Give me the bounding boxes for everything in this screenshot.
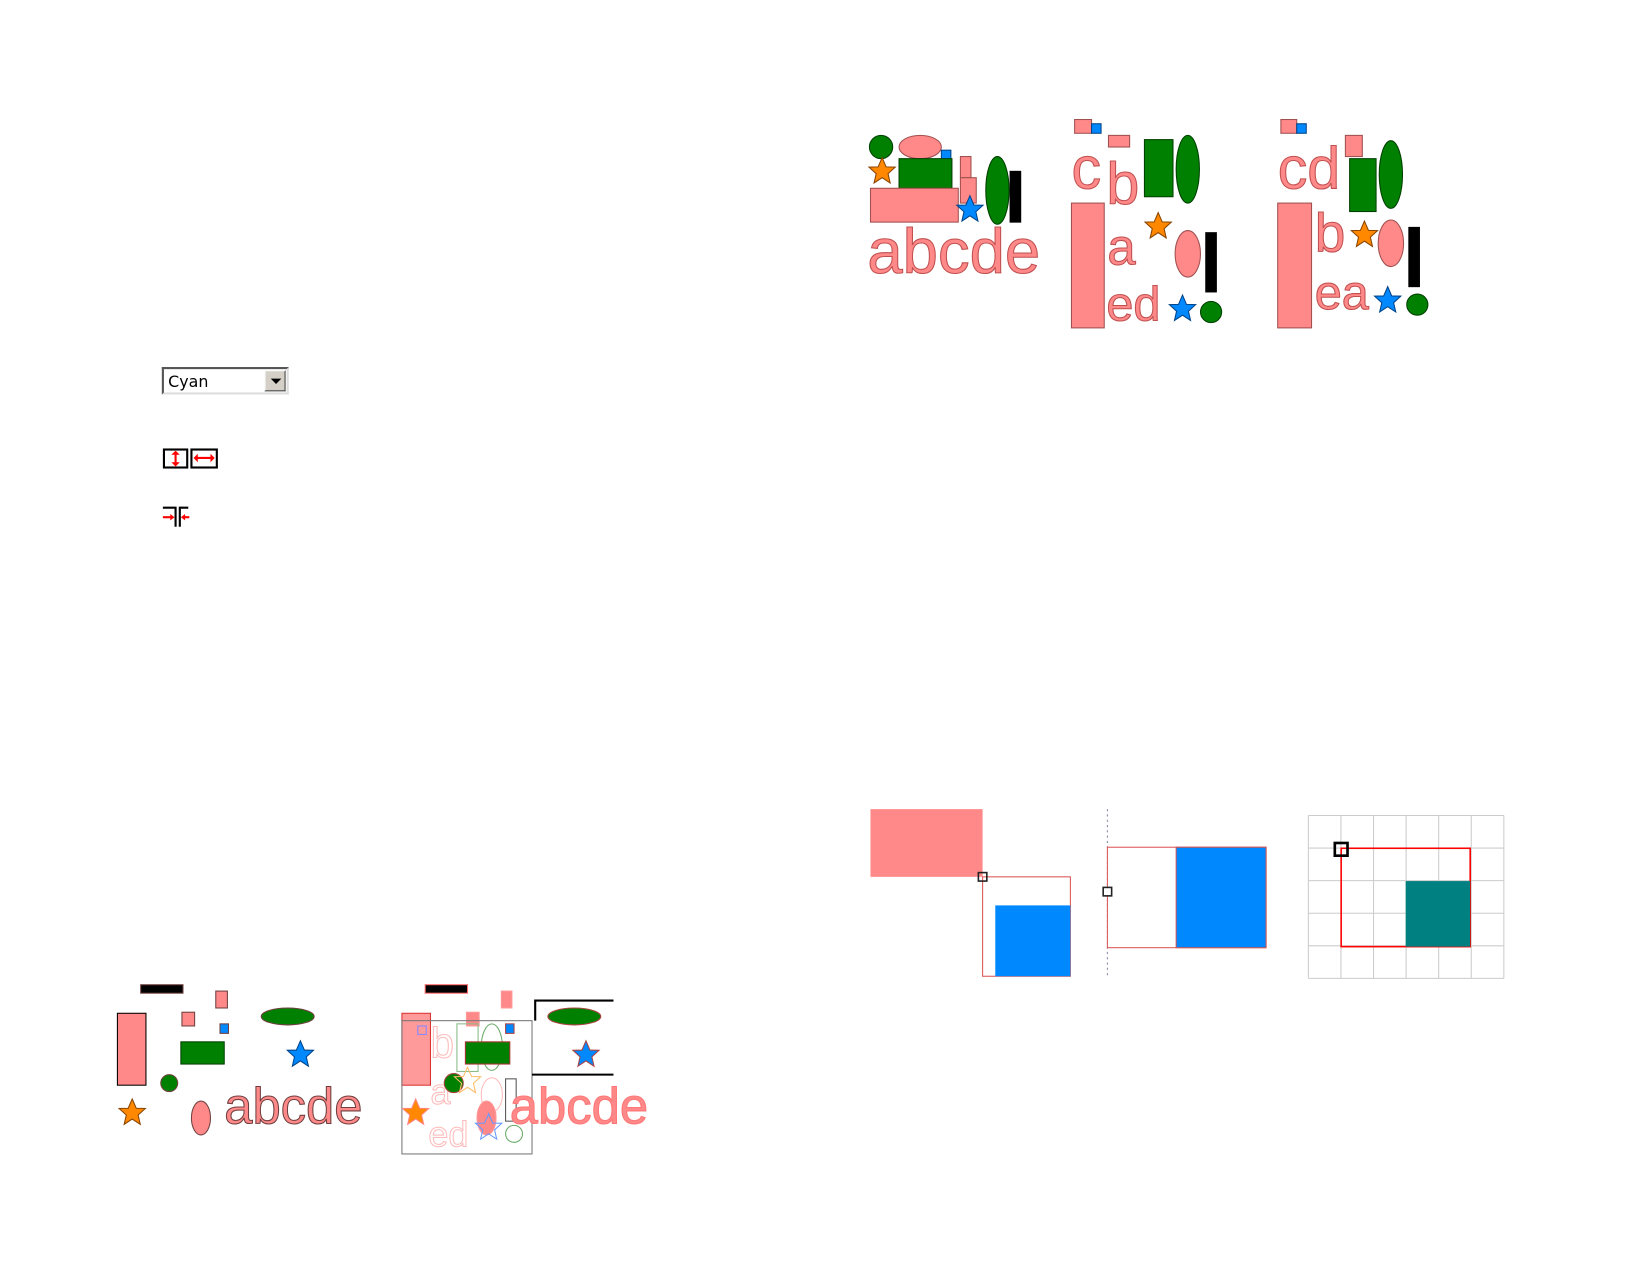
letters-abcde: abcde	[867, 217, 1040, 287]
color-select[interactable]: Cyan	[161, 367, 289, 395]
snap-handle-icon	[1333, 841, 1349, 858]
letter-b: b	[1106, 150, 1139, 217]
figure-scattered-objects: abcde	[116, 984, 363, 1136]
letters-ed: ed	[1106, 277, 1160, 331]
figure-arranging-in-progress: b a ed abcde	[401, 984, 649, 1155]
figure-compact-arrangement: cd b ea	[1277, 118, 1429, 329]
teal-square	[1405, 881, 1471, 947]
letters-abcde: abcde	[510, 1077, 648, 1134]
flip-horizontal-icon[interactable]	[190, 448, 218, 469]
figure-grid-arrangement: c b a ed	[1070, 118, 1223, 332]
chevron-down-icon[interactable]	[264, 370, 286, 392]
ghost-letter-b: b	[430, 1020, 454, 1067]
snap-together-icon[interactable]	[162, 506, 190, 527]
color-select-value: Cyan	[168, 372, 209, 392]
figure-row-arrangement: abcde	[867, 134, 1041, 287]
letters-abcde: abcde	[224, 1077, 362, 1134]
letter-c: c	[1071, 134, 1101, 201]
ghost-letters-ed: ed	[428, 1114, 468, 1155]
snap-handle-icon	[1102, 886, 1113, 897]
snap-handle-icon	[977, 871, 988, 882]
letters-cd: cd	[1278, 134, 1341, 201]
letters-ea: ea	[1315, 266, 1370, 320]
figure-snap-to-guide	[1102, 809, 1267, 979]
figure-snap-to-corner	[870, 809, 1071, 977]
figure-snap-to-grid	[1307, 814, 1505, 979]
letter-b: b	[1315, 202, 1346, 264]
flip-vertical-icon[interactable]	[162, 448, 189, 469]
letter-a: a	[1107, 218, 1136, 275]
